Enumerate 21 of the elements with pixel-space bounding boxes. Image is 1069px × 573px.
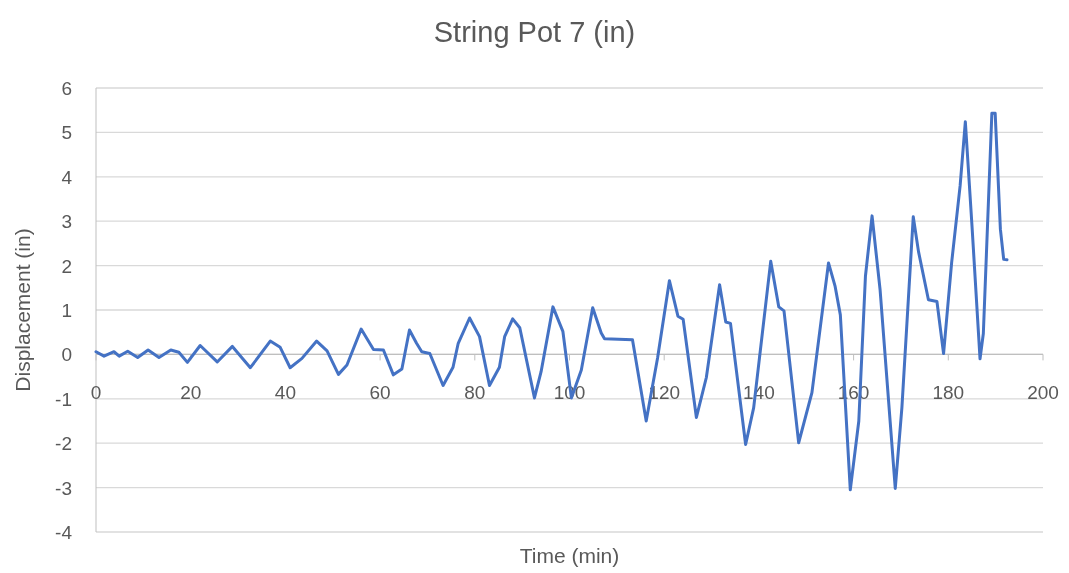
y-tick-label: 1: [61, 300, 72, 321]
x-tick-label: 40: [274, 382, 296, 404]
y-tick-label: -1: [55, 388, 72, 410]
x-tick-label: 200: [1027, 382, 1059, 404]
y-tick-label: -4: [55, 522, 73, 543]
x-tick-label: 80: [464, 382, 486, 404]
y-tick-label: 5: [61, 122, 72, 144]
x-tick-label: 60: [369, 382, 391, 404]
y-tick-label: 6: [61, 78, 72, 99]
x-tick-label: 0: [90, 382, 102, 404]
y-tick-label: 3: [61, 211, 72, 233]
y-tick-label: -2: [55, 433, 72, 455]
y-tick-label: 0: [61, 344, 72, 366]
x-tick-label: 180: [932, 382, 965, 404]
y-axis-title: Displacement (in): [11, 228, 34, 392]
y-tick-label: 2: [61, 255, 72, 277]
x-tick-label: 20: [180, 382, 202, 404]
y-tick-label: 4: [61, 166, 73, 188]
chart-title: String Pot 7 (in): [433, 16, 636, 48]
y-tick-label: -3: [55, 477, 72, 499]
x-axis-title: Time (min): [519, 544, 620, 567]
